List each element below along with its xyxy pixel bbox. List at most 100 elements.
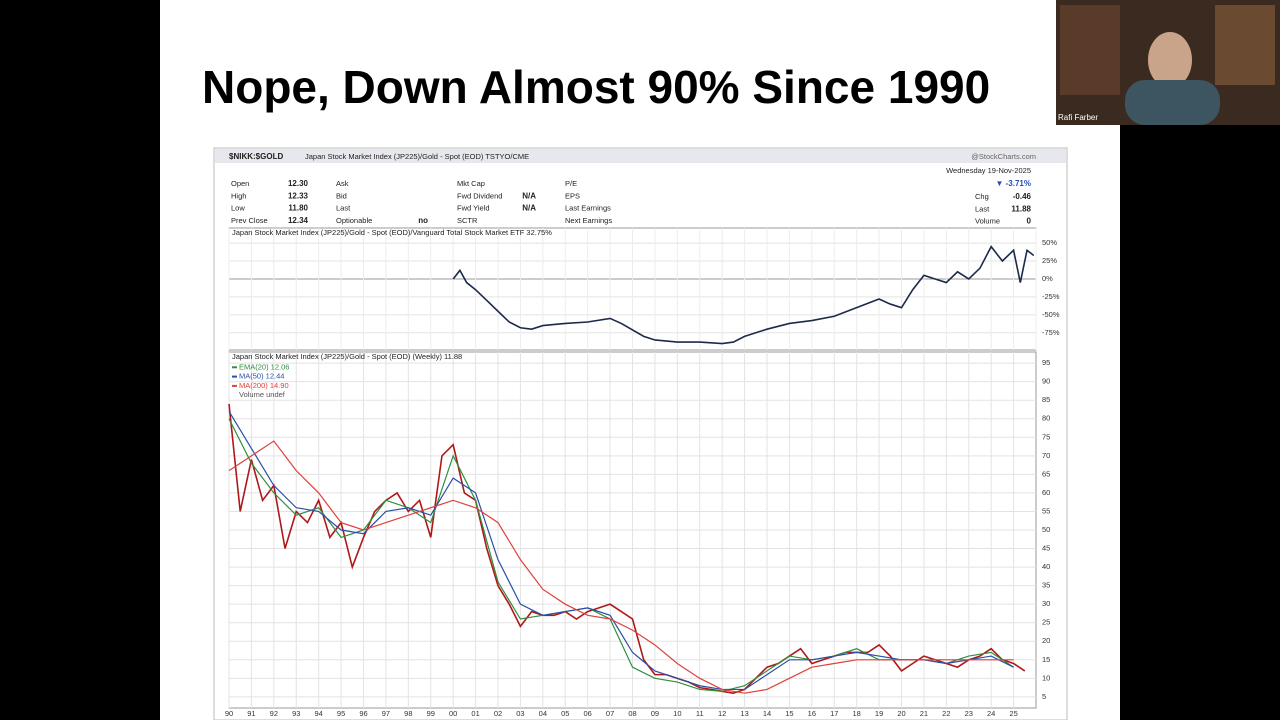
x-tick-label: 97 [382,709,390,718]
y-tick-label: 50 [1042,525,1050,534]
y-tick-label: 35 [1042,581,1050,590]
x-tick-label: 22 [942,709,950,718]
x-tick-label: 16 [808,709,816,718]
y-tick-label: 95 [1042,358,1050,367]
x-tick-label: 15 [785,709,793,718]
y-tick-label: -50% [1042,310,1060,319]
x-tick-label: 04 [539,709,547,718]
field-label: High [231,191,246,200]
description: Japan Stock Market Index (JP225)/Gold - … [305,152,529,161]
volume-note: Volume undef [239,390,286,399]
field-value: 12.34 [288,216,309,225]
x-tick-label: 23 [965,709,973,718]
field-label: Last [336,204,351,213]
field-value: N/A [522,191,536,200]
x-tick-label: 03 [516,709,524,718]
y-tick-label: 50% [1042,238,1057,247]
field-label: P/E [565,179,577,188]
field-label: Open [231,179,249,188]
x-tick-label: 00 [449,709,457,718]
x-tick-label: 90 [225,709,233,718]
field-value: no [418,216,428,225]
field-value: 12.30 [288,179,309,188]
series-line [228,440,1014,694]
y-tick-label: 85 [1042,395,1050,404]
shirt [1125,80,1220,125]
legend-label: MA(50) 12.44 [239,372,284,381]
field-label: Fwd Yield [457,204,490,213]
shelf [1215,5,1275,85]
series-line [228,411,1014,691]
legend-label: EMA(20) 12.06 [239,362,289,371]
x-tick-label: 10 [673,709,681,718]
face [1148,32,1192,88]
date: Wednesday 19-Nov-2025 [946,166,1031,175]
y-tick-label: 45 [1042,544,1050,553]
panel-title: Japan Stock Market Index (JP225)/Gold - … [232,352,462,361]
field-value: 12.33 [288,191,309,200]
x-tick-label: 11 [696,709,704,718]
field-label: Last [975,204,990,213]
webcam-name: Rafi Farber [1058,113,1098,122]
x-tick-label: 08 [628,709,636,718]
x-tick-label: 05 [561,709,569,718]
field-label: EPS [565,191,580,200]
x-tick-label: 14 [763,709,771,718]
chart-header-bar [215,149,1066,163]
field-label: Optionable [336,216,372,225]
x-tick-label: 19 [875,709,883,718]
y-tick-label: 90 [1042,377,1050,386]
field-label: Chg [975,192,989,201]
y-tick-label: 5 [1042,692,1046,701]
x-tick-label: 96 [359,709,367,718]
y-tick-label: 25 [1042,618,1050,627]
field-label: SCTR [457,216,478,225]
field-label: Bid [336,191,347,200]
x-tick-label: 09 [651,709,659,718]
y-tick-label: 80 [1042,414,1050,423]
field-value: 11.88 [1011,204,1031,213]
symbol: $NIKK:$GOLD [229,152,283,161]
y-tick-label: 20 [1042,636,1050,645]
x-tick-label: 12 [718,709,726,718]
y-tick-label: 25% [1042,256,1057,265]
x-tick-label: 07 [606,709,614,718]
x-tick-label: 99 [427,709,435,718]
panel-title: Japan Stock Market Index (JP225)/Gold - … [232,228,552,237]
y-tick-label: 30 [1042,599,1050,608]
field-label: Next Earnings [565,216,612,225]
x-tick-label: 95 [337,709,345,718]
field-label: Mkt Cap [457,179,485,188]
x-tick-label: 06 [583,709,591,718]
y-tick-label: 55 [1042,506,1050,515]
field-label: Low [231,204,245,213]
x-tick-label: 18 [852,709,860,718]
field-label: Last Earnings [565,204,611,213]
x-tick-label: 92 [270,709,278,718]
x-tick-label: 01 [471,709,479,718]
quote-fields: Open 12.30 High 12.33 Low 11.80 Prev Close 12.3… [231,179,1032,226]
field-label: Ask [336,179,349,188]
panels: 50% 25% 0% -25% -50% -75% Japan Stock Market I… [225,227,1060,718]
x-tick-label: 98 [404,709,412,718]
x-tick-label: 21 [920,709,928,718]
y-tick-label: -75% [1042,328,1060,337]
x-tick-label: 02 [494,709,502,718]
y-tick-label: -25% [1042,292,1060,301]
x-tick-label: 13 [740,709,748,718]
y-tick-label: 65 [1042,469,1050,478]
field-value: N/A [522,204,536,213]
field-value: 11.80 [288,204,308,213]
x-tick-label: 94 [314,709,322,718]
y-tick-label: 15 [1042,655,1050,664]
field-label: Volume [975,217,1000,226]
x-tick-label: 20 [897,709,905,718]
field-label: Fwd Dividend [457,191,502,200]
x-tick-label: 24 [987,709,995,718]
x-tick-label: 93 [292,709,300,718]
x-tick-label: 91 [247,709,255,718]
shelf [1060,5,1120,95]
slide-title: Nope, Down Almost 90% Since 1990 [202,61,990,113]
legend-label: MA(200) 14.90 [239,381,289,390]
